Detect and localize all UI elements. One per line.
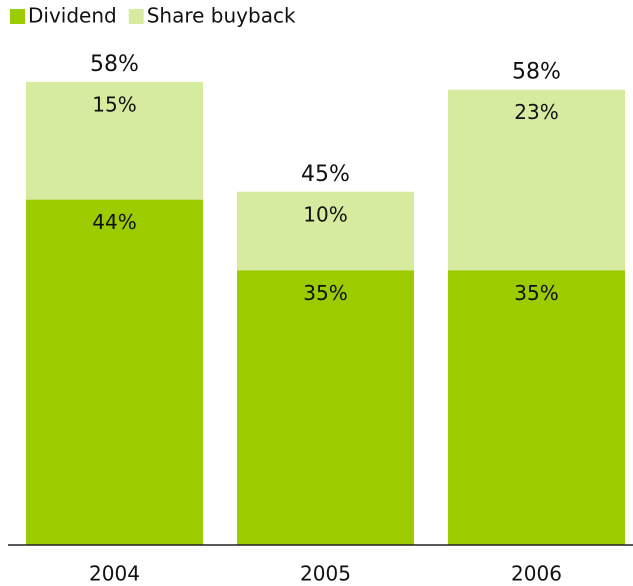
bar-segment: [237, 270, 414, 545]
legend-label: Share buyback: [147, 4, 296, 28]
value-label: 35%: [303, 281, 347, 305]
x-tick-label: 2004: [89, 562, 140, 586]
legend-swatch: [128, 9, 144, 24]
bar-segment: [26, 81, 203, 200]
total-label: 58%: [90, 52, 139, 77]
bar-segment: [237, 191, 414, 271]
x-tick-label: 2006: [511, 562, 562, 586]
bar-segment: [448, 270, 625, 545]
total-label: 58%: [512, 60, 561, 85]
x-tick-label: 2005: [300, 562, 351, 586]
value-label: 44%: [92, 210, 136, 234]
value-label: 35%: [514, 281, 558, 305]
value-label: 23%: [514, 100, 558, 124]
bar-segment: [448, 89, 625, 271]
legend-label: Dividend: [28, 4, 117, 28]
value-label: 15%: [92, 92, 136, 116]
legend-swatch: [10, 9, 25, 24]
value-label: 10%: [303, 202, 347, 226]
bar-segment: [26, 199, 203, 545]
total-label: 45%: [301, 162, 350, 187]
